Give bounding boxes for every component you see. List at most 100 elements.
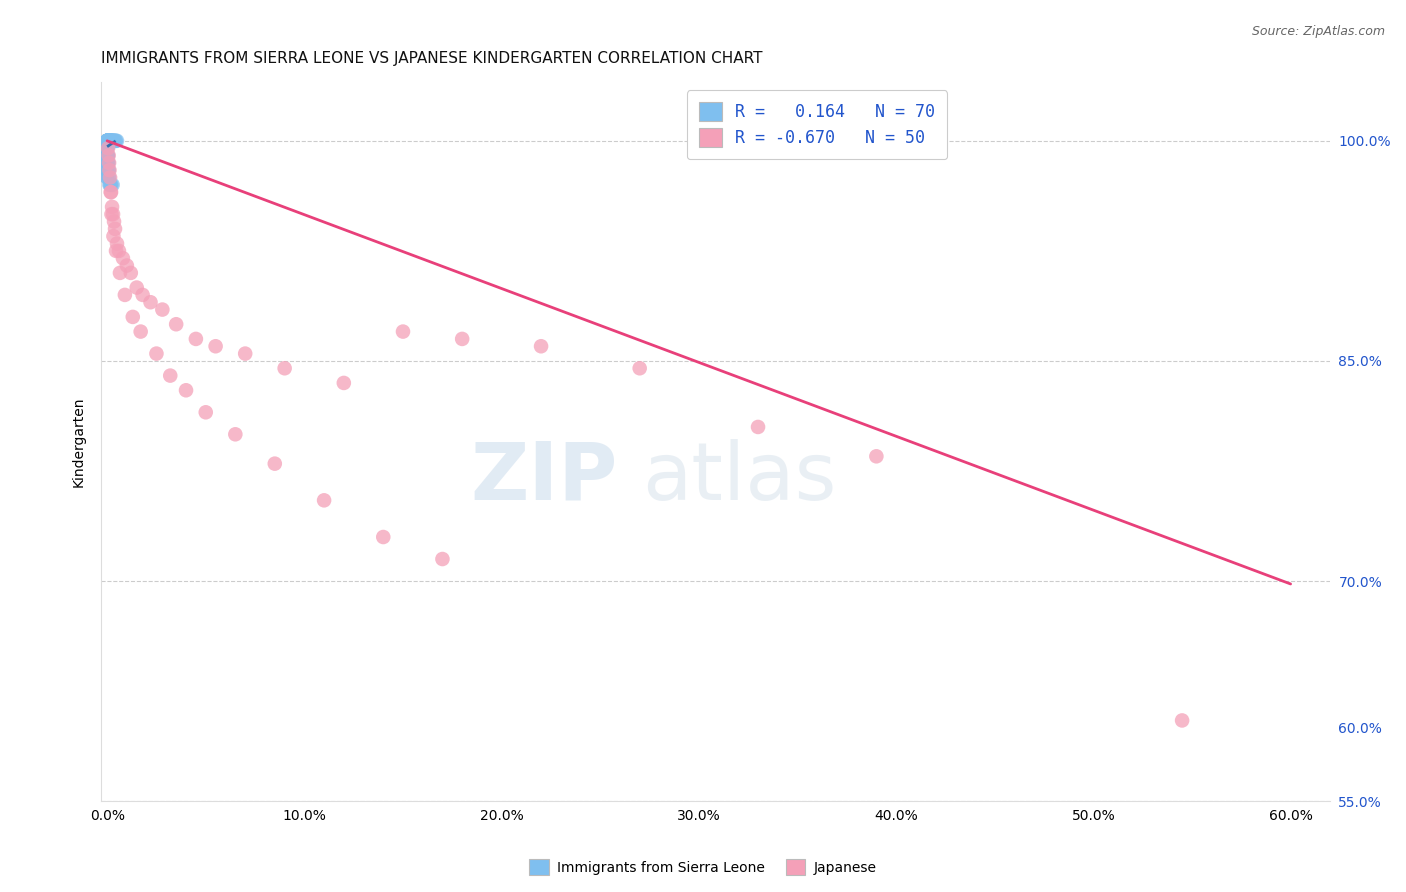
Point: [101, 134, 124, 148]
Point: [96, 134, 118, 148]
Point: [1171, 714, 1194, 728]
Point: [224, 427, 246, 442]
Point: [108, 266, 131, 280]
Point: [101, 178, 124, 192]
Point: [97, 163, 120, 178]
Point: [96, 134, 118, 148]
Point: [96, 156, 118, 170]
Point: [96, 163, 118, 178]
Point: [204, 339, 226, 353]
Point: [314, 493, 336, 508]
Text: Source: ZipAtlas.com: Source: ZipAtlas.com: [1251, 25, 1385, 38]
Point: [100, 134, 122, 148]
Point: [96, 134, 118, 148]
Point: [103, 134, 125, 148]
Point: [194, 405, 217, 419]
Point: [115, 259, 138, 273]
Point: [114, 288, 136, 302]
Point: [628, 361, 651, 376]
Text: atlas: atlas: [643, 439, 837, 516]
Point: [98, 156, 121, 170]
Point: [100, 134, 122, 148]
Point: [97, 134, 120, 148]
Point: [184, 332, 207, 346]
Point: [97, 134, 120, 148]
Point: [96, 156, 118, 170]
Point: [174, 384, 197, 398]
Point: [150, 302, 173, 317]
Point: [97, 141, 120, 155]
Point: [98, 134, 121, 148]
Legend: Immigrants from Sierra Leone, Japanese: Immigrants from Sierra Leone, Japanese: [524, 854, 882, 880]
Point: [96, 148, 118, 162]
Point: [129, 325, 152, 339]
Point: [97, 134, 120, 148]
Point: [97, 134, 120, 148]
Point: [101, 134, 124, 148]
Point: [98, 134, 121, 148]
Point: [333, 376, 356, 390]
Point: [96, 148, 118, 162]
Point: [373, 530, 395, 544]
Point: [101, 207, 124, 221]
Point: [97, 156, 120, 170]
Point: [100, 178, 122, 192]
Point: [97, 134, 120, 148]
Point: [100, 134, 122, 148]
Point: [145, 346, 167, 360]
Point: [97, 134, 120, 148]
Point: [530, 339, 553, 353]
Point: [96, 163, 118, 178]
Point: [97, 148, 120, 162]
Point: [96, 134, 118, 148]
Point: [96, 134, 118, 148]
Point: [747, 420, 769, 434]
Point: [97, 148, 120, 162]
Point: [100, 185, 122, 199]
Point: [96, 141, 118, 155]
Point: [165, 318, 187, 332]
Point: [97, 134, 120, 148]
Point: [105, 244, 128, 258]
Point: [159, 368, 181, 383]
Point: [100, 207, 122, 221]
Point: [111, 251, 134, 265]
Legend: R =   0.164   N = 70, R = -0.670   N = 50: R = 0.164 N = 70, R = -0.670 N = 50: [688, 90, 946, 159]
Point: [97, 156, 120, 170]
Point: [96, 141, 118, 155]
Point: [96, 141, 118, 155]
Point: [104, 222, 127, 236]
Point: [103, 229, 125, 244]
Point: [233, 346, 256, 360]
Point: [98, 163, 121, 178]
Point: [131, 288, 153, 302]
Point: [101, 134, 124, 148]
Point: [101, 200, 124, 214]
Point: [392, 325, 415, 339]
Point: [98, 134, 121, 148]
Point: [96, 148, 118, 162]
Point: [98, 178, 121, 192]
Point: [103, 134, 125, 148]
Point: [96, 148, 118, 162]
Point: [98, 134, 121, 148]
Point: [104, 134, 127, 148]
Point: [97, 163, 120, 178]
Point: [125, 280, 148, 294]
Text: IMMIGRANTS FROM SIERRA LEONE VS JAPANESE KINDERGARTEN CORRELATION CHART: IMMIGRANTS FROM SIERRA LEONE VS JAPANESE…: [101, 51, 762, 66]
Point: [98, 170, 121, 185]
Point: [96, 170, 118, 185]
Point: [96, 141, 118, 155]
Point: [100, 134, 122, 148]
Point: [96, 134, 118, 148]
Point: [121, 310, 143, 324]
Point: [96, 134, 118, 148]
Point: [98, 134, 121, 148]
Point: [96, 134, 118, 148]
Point: [263, 457, 285, 471]
Point: [96, 170, 118, 185]
Point: [273, 361, 295, 376]
Point: [101, 134, 124, 148]
Point: [96, 134, 118, 148]
Point: [100, 178, 122, 192]
